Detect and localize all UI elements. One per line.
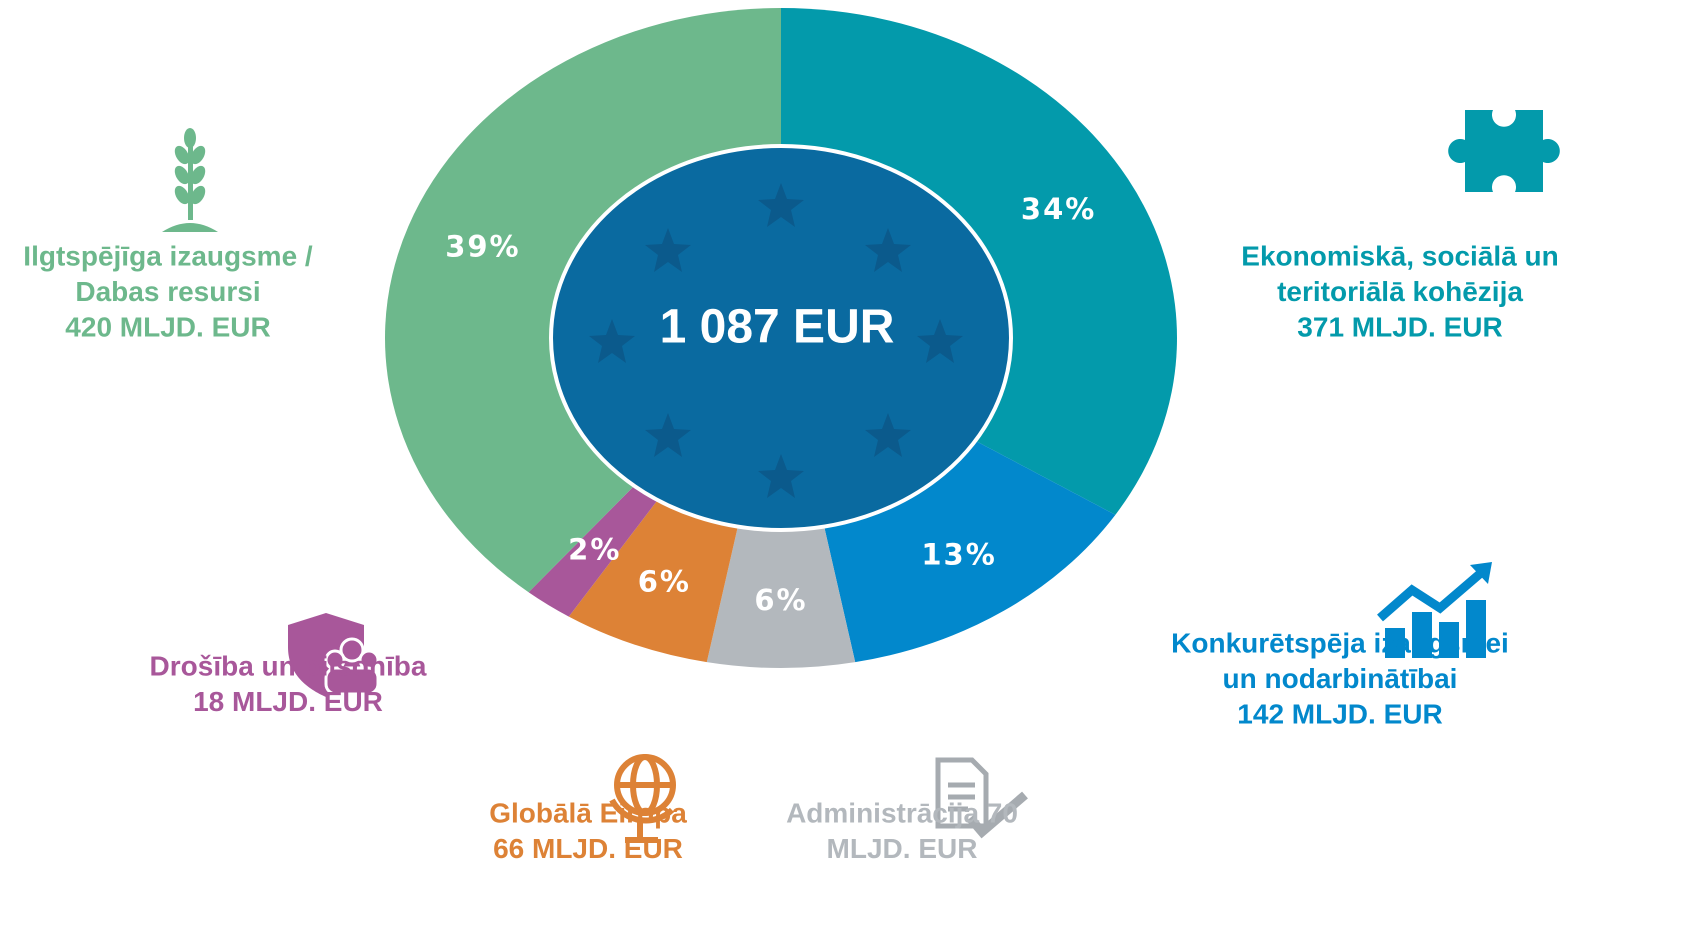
value-label: 13%	[921, 537, 996, 571]
icon-security	[288, 613, 380, 697]
category-label: 371 MLJD. EUR	[1297, 311, 1502, 342]
category-label: Dabas resursi	[75, 276, 260, 307]
category-label: teritoriālā kohēzija	[1277, 276, 1523, 307]
center-label: 1 087 EUR	[660, 301, 895, 354]
value-label: 6%	[754, 583, 807, 617]
category-label: Ilgtspējīga izaugsme /	[23, 240, 313, 271]
value-label: 39%	[445, 230, 520, 264]
category-label: 142 MLJD. EUR	[1237, 698, 1442, 729]
category-label: 18 MLJD. EUR	[193, 686, 383, 717]
icon-document	[935, 757, 1028, 839]
category-label: Globālā Eiropa	[489, 797, 687, 828]
category-label: Administrācija 70	[786, 797, 1018, 828]
icon-growth	[1377, 562, 1492, 658]
category-label: Ekonomiskā, sociālā un	[1241, 240, 1558, 271]
category-label: 420 MLJD. EUR	[65, 311, 270, 342]
category-label: un nodarbinātībai	[1223, 663, 1458, 694]
value-label: 2%	[568, 533, 621, 567]
category-label: Konkurētspēja izaugsmei	[1171, 627, 1509, 658]
icon-wheat	[162, 128, 218, 232]
icon-globe	[609, 754, 676, 843]
category-label: MLJD. EUR	[827, 833, 978, 864]
category-label: 66 MLJD. EUR	[493, 833, 683, 864]
value-label: 6%	[638, 564, 691, 598]
icon-puzzle	[1448, 110, 1560, 192]
value-label: 34%	[1021, 192, 1096, 226]
category-label: Drošība un pilsonība	[150, 650, 427, 681]
